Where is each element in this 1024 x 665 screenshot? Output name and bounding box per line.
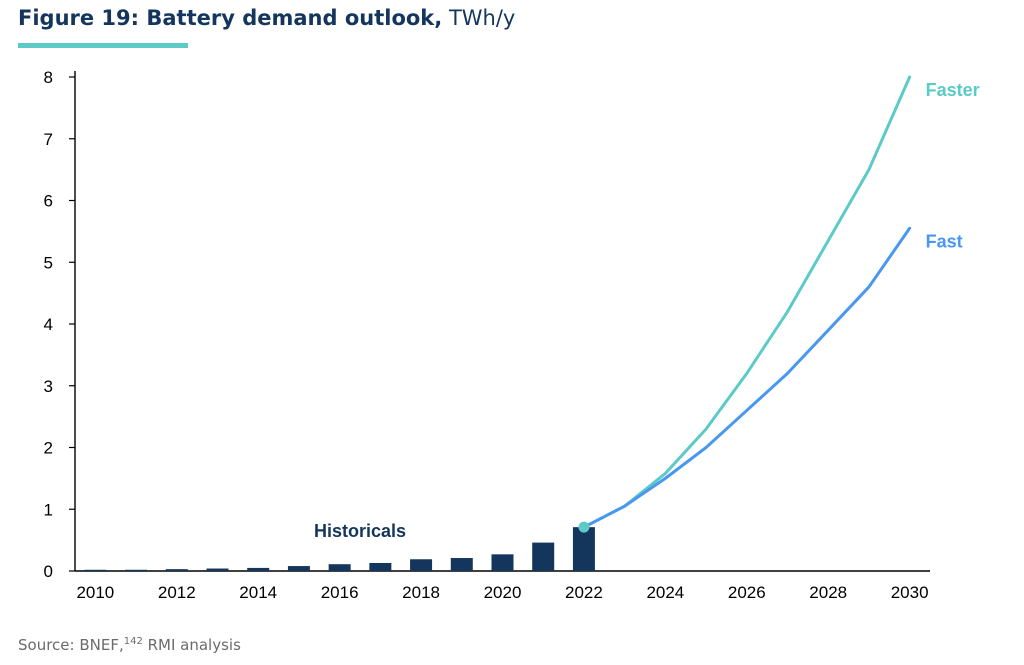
- bar-historical: [369, 562, 392, 571]
- figure-title-main: Figure 19: Battery demand outlook,: [18, 6, 443, 30]
- series-label-faster: Faster: [926, 80, 980, 100]
- source-ref: 142: [123, 636, 143, 647]
- figure-title: Figure 19: Battery demand outlook, TWh/y: [18, 6, 515, 30]
- x-tick-label: 2014: [239, 583, 277, 602]
- y-tick-label: 1: [44, 500, 53, 519]
- y-tick-label: 0: [44, 562, 53, 581]
- x-tick-label: 2010: [76, 583, 114, 602]
- bar-historical: [125, 569, 148, 571]
- bar-historical: [84, 569, 107, 571]
- line-series-fast: [582, 226, 912, 529]
- bar-historical: [450, 558, 473, 571]
- y-tick-label: 5: [44, 253, 53, 272]
- source-suffix: RMI analysis: [142, 636, 241, 654]
- source-prefix: Source: BNEF,: [18, 636, 124, 654]
- bar-historical: [491, 554, 514, 571]
- bar-historical: [206, 568, 229, 571]
- y-tick-label: 6: [44, 192, 53, 211]
- bar-historical: [165, 569, 188, 571]
- line-series-faster: [582, 75, 912, 529]
- y-tick-label: 4: [44, 315, 53, 334]
- figure-title-unit: TWh/y: [448, 6, 516, 30]
- x-tick-label: 2012: [158, 583, 196, 602]
- source-note: Source: BNEF,142 RMI analysis: [18, 636, 241, 654]
- y-tick-label: 7: [44, 130, 53, 149]
- y-tick-label: 2: [44, 439, 53, 458]
- x-tick-label: 2018: [402, 583, 440, 602]
- series-label-fast: Fast: [926, 231, 963, 251]
- title-underline: [18, 43, 188, 48]
- bar-historical: [572, 527, 595, 571]
- bar-historical: [532, 542, 555, 571]
- bar-historical: [328, 564, 351, 571]
- bar-historical: [287, 566, 310, 571]
- x-tick-label: 2016: [321, 583, 359, 602]
- x-tick-label: 2030: [891, 583, 929, 602]
- bar-historical: [410, 559, 433, 571]
- x-tick-label: 2022: [565, 583, 603, 602]
- x-tick-label: 2028: [809, 583, 847, 602]
- bars-label: Historicals: [314, 521, 406, 541]
- x-tick-label: 2020: [484, 583, 522, 602]
- x-tick-label: 2024: [646, 583, 684, 602]
- bar-historical: [247, 567, 270, 571]
- y-tick-label: 8: [44, 68, 53, 87]
- series-start-point: [578, 521, 590, 533]
- battery-demand-chart: 0 1 2 3 4 5 6 7 8 2010 2012 2014 2016 2018 2020 2022 202…: [44, 68, 980, 602]
- x-tick-label: 2026: [728, 583, 766, 602]
- y-tick-label: 3: [44, 377, 53, 396]
